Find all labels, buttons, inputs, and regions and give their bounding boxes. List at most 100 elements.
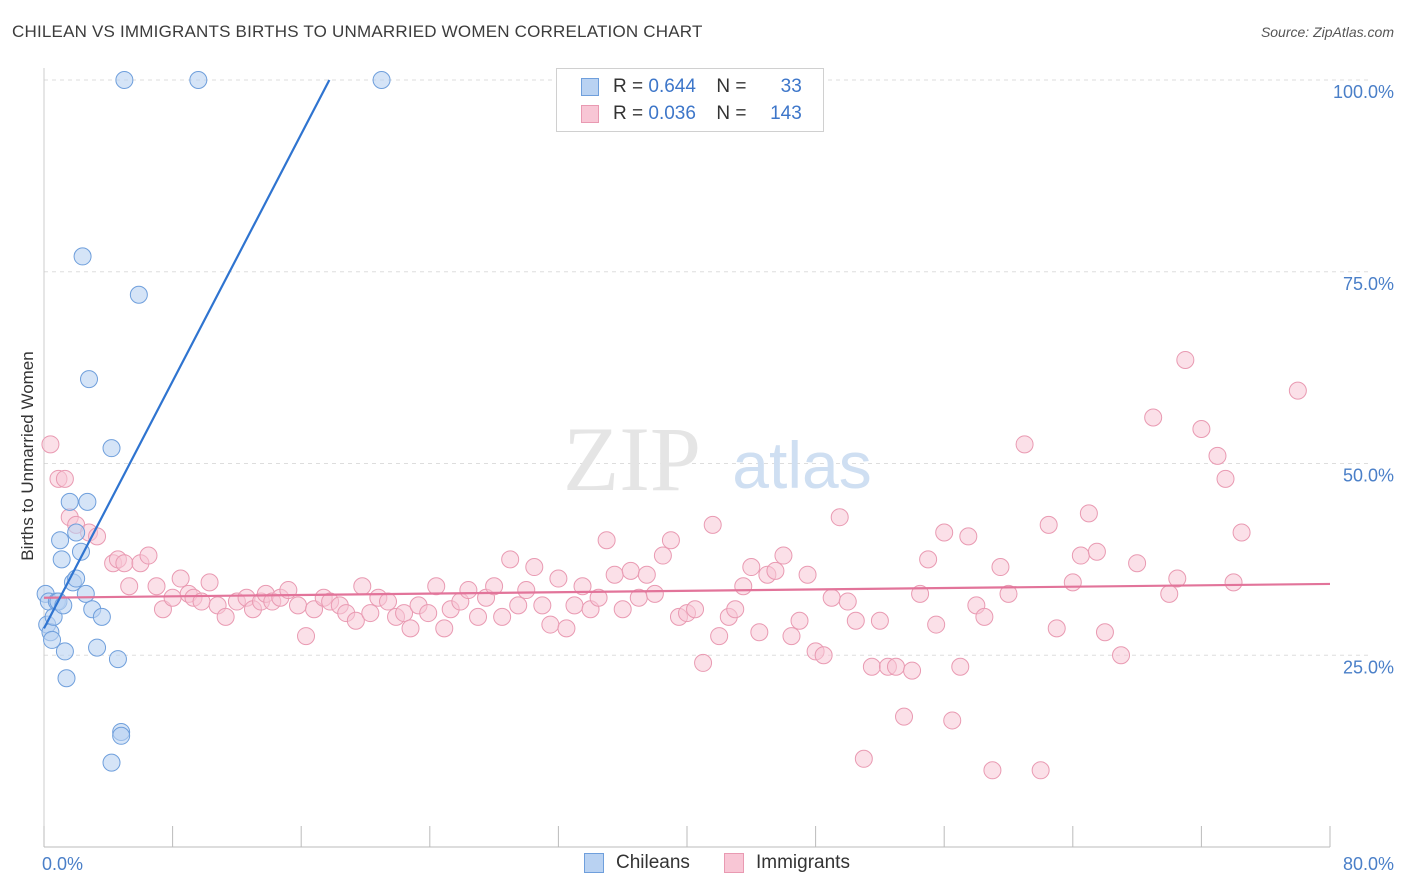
- immigrants-label: Immigrants: [756, 852, 850, 873]
- immigrants-point: [200, 573, 219, 592]
- immigrants-trend-line: [43, 582, 1331, 599]
- immigrants-point: [1160, 584, 1179, 603]
- r-value: 0.036: [648, 103, 696, 124]
- immigrants-point: [346, 611, 365, 630]
- immigrants-point: [703, 515, 722, 534]
- n-label: N =: [716, 103, 747, 124]
- immigrants-point: [774, 546, 793, 565]
- chileans-point: [372, 71, 391, 89]
- immigrants-point: [870, 611, 889, 630]
- bottom-legend-chileans: Chileans: [584, 852, 690, 874]
- immigrants-point: [401, 619, 420, 638]
- immigrants-point: [750, 623, 769, 642]
- chileans-point: [80, 370, 99, 389]
- chileans-point: [102, 439, 121, 458]
- r-value: 0.644: [648, 76, 696, 97]
- y-tick-label: 100.0%: [1333, 82, 1394, 102]
- chileans-point: [129, 285, 148, 304]
- chileans-point: [67, 523, 86, 542]
- legend-row-chileans: R = 0.644 N = 33: [581, 74, 802, 100]
- chileans-point: [102, 753, 121, 772]
- immigrants-point: [621, 561, 640, 580]
- immigrants-point: [565, 596, 584, 615]
- x-tick-label: 0.0%: [42, 854, 83, 874]
- y-tick-label: 50.0%: [1343, 466, 1394, 486]
- chileans-point: [57, 669, 76, 688]
- immigrants-point: [1288, 381, 1307, 400]
- immigrants-point: [919, 550, 938, 569]
- immigrants-point: [862, 657, 881, 676]
- immigrants-point: [1224, 573, 1243, 592]
- immigrants-point: [297, 627, 316, 646]
- immigrants-point: [903, 661, 922, 680]
- immigrants-point: [533, 596, 552, 615]
- immigrants-point: [379, 592, 398, 611]
- immigrants-point: [1095, 623, 1114, 642]
- chileans-trend-line: [43, 79, 331, 629]
- immigrants-point: [419, 604, 438, 623]
- immigrants-swatch: [724, 853, 744, 873]
- immigrants-point: [485, 577, 504, 596]
- chileans-point: [76, 584, 95, 603]
- axis-labels: 25.0% 50.0% 75.0% 100.0% 0.0% 80.0% Births to …: [18, 82, 1394, 874]
- immigrants-point: [557, 619, 576, 638]
- correlation-legend: R = 0.644 N = 33 R = 0.036 N = 143: [556, 68, 824, 132]
- watermark-atlas: atlas: [732, 428, 871, 502]
- y-tick-label: 75.0%: [1343, 274, 1394, 294]
- immigrants-point: [1112, 646, 1131, 665]
- immigrants-point: [983, 761, 1002, 780]
- source-credit: Source: ZipAtlas.com: [1260, 24, 1394, 40]
- watermark-zip: ZIP: [563, 408, 701, 510]
- immigrants-point: [163, 588, 182, 607]
- immigrants-point: [726, 600, 745, 619]
- immigrants-point: [838, 592, 857, 611]
- grid: [44, 79, 1370, 656]
- immigrants-point: [935, 523, 954, 542]
- immigrants-point: [927, 615, 946, 634]
- immigrants-point: [653, 546, 672, 565]
- immigrants-point: [1039, 515, 1058, 534]
- immigrants-point: [573, 577, 592, 596]
- immigrants-point: [153, 600, 172, 619]
- immigrants-point: [613, 600, 632, 619]
- immigrants-point: [846, 611, 865, 630]
- immigrants-point: [501, 550, 520, 569]
- immigrants-point: [41, 435, 60, 454]
- immigrants-point: [517, 581, 536, 600]
- immigrants-point: [999, 584, 1018, 603]
- immigrants-point: [1015, 435, 1034, 454]
- immigrants-point: [1192, 419, 1211, 438]
- immigrants-point: [766, 561, 785, 580]
- immigrants-point: [1031, 761, 1050, 780]
- axes: [43, 68, 1331, 848]
- immigrants-point: [115, 554, 134, 573]
- chileans-point: [54, 596, 73, 615]
- immigrants-point: [991, 558, 1010, 577]
- immigrants-point: [469, 607, 488, 626]
- immigrants-point: [1168, 569, 1187, 588]
- chileans-point: [55, 642, 74, 661]
- immigrants-point: [597, 531, 616, 550]
- immigrants-point: [637, 565, 656, 584]
- immigrants-point: [686, 600, 705, 619]
- immigrants-point: [1208, 446, 1227, 465]
- immigrants-swatch: [581, 105, 599, 123]
- immigrants-point: [171, 569, 190, 588]
- chileans-swatch: [584, 853, 604, 873]
- chileans-point: [78, 492, 97, 511]
- immigrants-point: [830, 508, 849, 527]
- immigrants-point: [525, 558, 544, 577]
- immigrants-point: [541, 615, 560, 634]
- chileans-series: [36, 71, 391, 772]
- chileans-point: [60, 492, 79, 511]
- immigrants-point: [645, 584, 664, 603]
- immigrants-point: [895, 707, 914, 726]
- immigrants-point: [661, 531, 680, 550]
- immigrants-point: [694, 653, 713, 672]
- chileans-point: [43, 630, 62, 649]
- immigrants-point: [710, 627, 729, 646]
- chileans-point: [51, 531, 70, 550]
- immigrants-point: [1128, 554, 1147, 573]
- immigrants-point: [427, 577, 446, 596]
